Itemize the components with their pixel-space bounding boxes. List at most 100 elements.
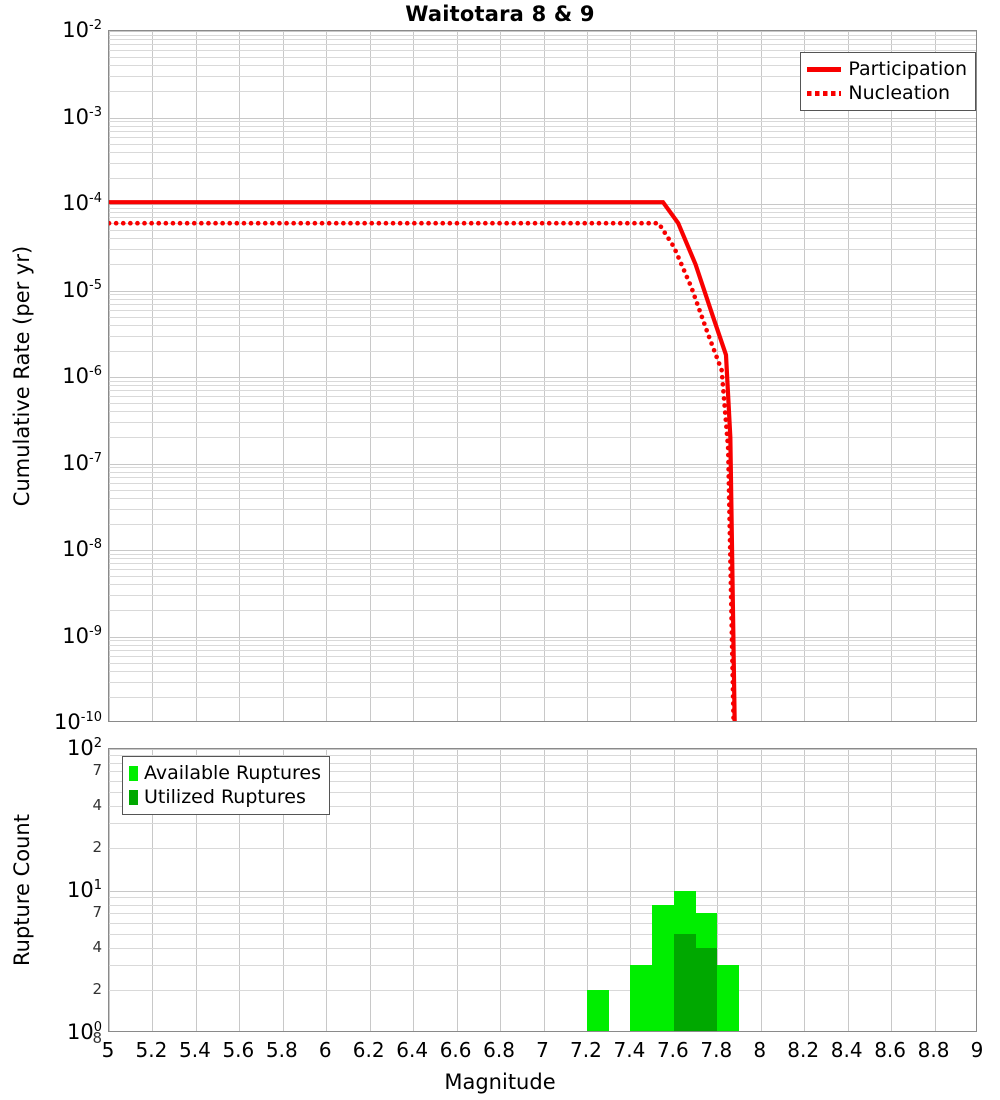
color-swatch-icon: [129, 789, 138, 805]
x-tick-label: 7.6: [656, 1038, 689, 1062]
x-tick-label: 6.2: [352, 1038, 385, 1062]
gridline-horizontal: [109, 576, 976, 577]
gridline-horizontal: [109, 385, 976, 386]
x-axis-label: Magnitude: [444, 1070, 556, 1094]
gridline-horizontal: [109, 806, 976, 807]
gridline-horizontal: [109, 91, 976, 92]
gridline-horizontal: [109, 697, 976, 698]
gridline-vertical: [500, 31, 501, 721]
gridline-vertical: [239, 31, 240, 721]
x-tick-label: 6.4: [396, 1038, 429, 1062]
y-tick-minor-label: 4: [92, 795, 102, 814]
gridline-horizontal: [109, 230, 976, 231]
x-tick-label: 8.8: [917, 1038, 950, 1062]
x-tick-label: 6.6: [439, 1038, 472, 1062]
x-tick-label: 7.2: [570, 1038, 602, 1062]
gridline-horizontal: [109, 35, 976, 36]
gridline-horizontal: [109, 934, 976, 935]
gridline-vertical: [804, 749, 805, 1031]
y-tick-minor-label: 2: [92, 838, 102, 857]
gridline-vertical: [370, 749, 371, 1031]
gridline-horizontal: [109, 118, 976, 119]
gridline-horizontal: [109, 610, 976, 611]
gridline-horizontal: [109, 76, 976, 77]
gridline-vertical: [413, 749, 414, 1031]
gridline-horizontal: [109, 682, 976, 683]
legend-label: Utilized Ruptures: [144, 786, 306, 808]
gridline-vertical: [674, 749, 675, 1031]
gridline-horizontal: [109, 310, 976, 311]
gridline-vertical: [196, 31, 197, 721]
legend-item[interactable]: Available Ruptures: [129, 761, 321, 785]
gridline-horizontal: [109, 671, 976, 672]
gridline-horizontal: [109, 483, 976, 484]
gridline-horizontal: [109, 50, 976, 51]
x-tick-label: 5.8: [265, 1038, 298, 1062]
rate-curves: [109, 200, 737, 721]
gridline-horizontal: [109, 208, 976, 209]
gridline-vertical: [152, 749, 153, 1031]
gridline-horizontal: [109, 212, 976, 213]
gridline-horizontal: [109, 336, 976, 337]
x-tick-label: 8: [753, 1038, 767, 1062]
gridline-vertical: [413, 31, 414, 721]
gridline-horizontal: [109, 44, 976, 45]
gridline-horizontal: [109, 137, 976, 138]
gridline-horizontal: [109, 121, 976, 122]
legend-item[interactable]: Nucleation: [807, 81, 967, 105]
gridline-horizontal: [109, 351, 976, 352]
y-tick-minor-label: 7: [92, 760, 102, 779]
gridline-vertical: [848, 749, 849, 1031]
gridline-horizontal: [109, 472, 976, 473]
legend-item[interactable]: Utilized Ruptures: [129, 785, 321, 809]
gridline-horizontal: [109, 163, 976, 164]
gridline-horizontal: [109, 897, 976, 898]
gridline-horizontal: [109, 509, 976, 510]
y-tick-label: 10-4: [62, 191, 102, 215]
gridline-horizontal: [109, 771, 976, 772]
legend-bottom[interactable]: Available Ruptures Utilized Ruptures: [122, 756, 330, 815]
gridline-horizontal: [109, 558, 976, 559]
gridline-horizontal: [109, 467, 976, 468]
gridline-horizontal: [109, 178, 976, 179]
gridline-horizontal: [109, 848, 976, 849]
bar-available: [652, 904, 674, 1031]
x-tick-label: 8.2: [787, 1038, 820, 1062]
y-tick-label: 10-9: [62, 623, 102, 648]
gridline-vertical: [761, 749, 762, 1031]
gridline-vertical: [196, 749, 197, 1031]
gridline-vertical: [152, 31, 153, 721]
gridline-vertical: [109, 31, 110, 721]
gridline-horizontal: [109, 640, 976, 641]
legend-item[interactable]: Participation: [807, 57, 967, 81]
legend-label: Available Ruptures: [144, 762, 321, 784]
gridline-horizontal: [109, 304, 976, 305]
gridline-horizontal: [109, 144, 976, 145]
gridline-vertical: [109, 749, 110, 1031]
gridline-vertical: [500, 749, 501, 1031]
page-title: Waitotara 8 & 9: [405, 2, 595, 26]
dotted-line-icon: [807, 90, 842, 96]
gridline-horizontal: [109, 437, 976, 438]
gridline-horizontal: [109, 249, 976, 250]
gridline-horizontal: [109, 569, 976, 570]
x-tick-label: 5.2: [135, 1038, 168, 1062]
gridline-vertical: [544, 31, 545, 721]
gridline-horizontal: [109, 294, 976, 295]
gridline-horizontal: [109, 656, 976, 657]
gridline-horizontal: [109, 377, 976, 378]
gridline-horizontal: [109, 204, 976, 205]
gridline-horizontal: [109, 31, 976, 32]
bar-utilized: [695, 947, 718, 1031]
gridline-horizontal: [109, 990, 976, 991]
gridline-horizontal: [109, 65, 976, 66]
gridline-horizontal: [109, 913, 976, 914]
gridline-horizontal: [109, 291, 976, 292]
gridline-vertical: [544, 749, 545, 1031]
gridline-horizontal: [109, 923, 976, 924]
legend-top[interactable]: Participation Nucleation: [800, 52, 976, 111]
gridline-vertical: [326, 31, 327, 721]
gridline-horizontal: [109, 584, 976, 585]
x-tick-label: 5.4: [178, 1038, 211, 1062]
